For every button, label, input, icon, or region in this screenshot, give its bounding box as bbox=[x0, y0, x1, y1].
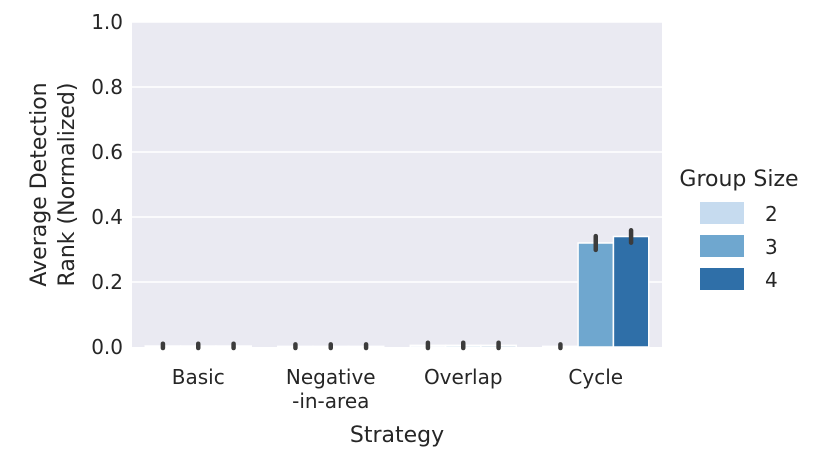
legend-swatch-2 bbox=[700, 202, 744, 224]
x-tick-negative: Negative -in-area bbox=[286, 365, 376, 413]
legend-swatch-4 bbox=[700, 268, 744, 290]
y-tick-0.8: 0.8 bbox=[91, 75, 123, 99]
error-bars bbox=[160, 228, 634, 351]
bar-cycle-4 bbox=[612, 235, 650, 348]
y-tick-0.6: 0.6 bbox=[91, 140, 123, 164]
legend-label-2: 2 bbox=[765, 202, 778, 226]
y-tick-labels: 0.0 0.2 0.4 0.6 0.8 1.0 bbox=[91, 10, 123, 359]
y-tick-0.0: 0.0 bbox=[91, 335, 123, 359]
legend: Group Size 2 3 4 bbox=[679, 167, 798, 292]
legend-label-3: 3 bbox=[765, 235, 778, 259]
x-tick-labels: Basic Negative -in-area Overlap Cycle bbox=[172, 365, 623, 413]
legend-label-4: 4 bbox=[765, 268, 778, 292]
y-tick-0.4: 0.4 bbox=[91, 205, 123, 229]
y-tick-1.0: 1.0 bbox=[91, 10, 123, 34]
plot-background bbox=[132, 22, 662, 347]
grid-lines bbox=[132, 21, 662, 283]
x-tick-cycle: Cycle bbox=[568, 365, 623, 389]
x-tick-overlap: Overlap bbox=[424, 365, 503, 389]
legend-swatch-3 bbox=[700, 235, 744, 257]
legend-title: Group Size bbox=[679, 167, 798, 192]
y-axis-label: Average Detection Rank (Normalized) bbox=[27, 82, 80, 286]
x-axis-label: Strategy bbox=[350, 423, 444, 448]
y-tick-0.2: 0.2 bbox=[91, 270, 123, 294]
x-tick-basic: Basic bbox=[172, 365, 225, 389]
bar-cycle-3 bbox=[577, 242, 615, 348]
